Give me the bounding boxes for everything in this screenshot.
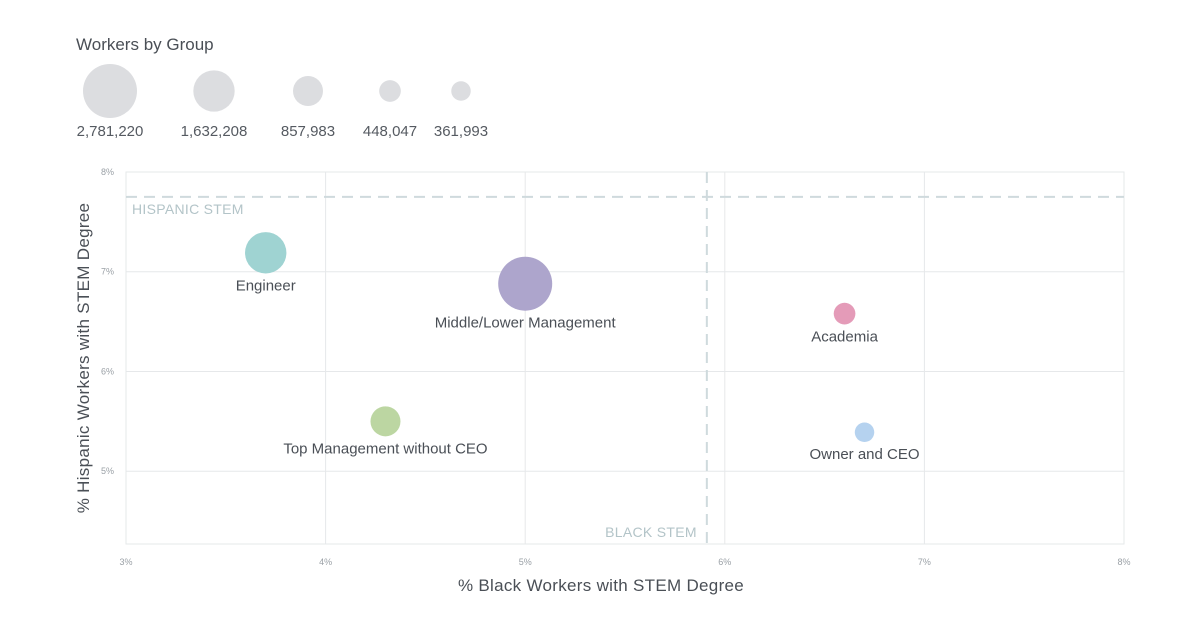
black-stem-label: BLACK STEM (605, 524, 697, 540)
size-legend: 2,781,220 1,632,208 857,983 448,047 361,993 (77, 64, 488, 140)
legend-value-label: 2,781,220 (77, 123, 144, 140)
legend-value-label: 1,632,208 (181, 123, 248, 140)
x-axis-title: % Black Workers with STEM Degree (458, 576, 744, 595)
plot-frame (125, 171, 1125, 545)
legend-bubble (379, 80, 401, 102)
x-tick-label: 6% (718, 557, 731, 567)
y-axis-title: % Hispanic Workers with STEM Degree (74, 203, 93, 514)
y-tick-label: 5% (101, 466, 114, 476)
y-tick-label: 8% (101, 167, 114, 177)
legend-bubble (451, 81, 471, 101)
hispanic-stem-label: HISPANIC STEM (132, 201, 244, 217)
legend-bubble (193, 70, 235, 112)
bubble-label: Top Management without CEO (283, 440, 487, 457)
legend-bubble (83, 64, 137, 118)
legend-value-label: 857,983 (281, 123, 335, 140)
bubble (370, 406, 401, 437)
x-tick-label: 5% (519, 557, 532, 567)
grid (125, 171, 1125, 545)
y-tick-label: 6% (101, 366, 114, 376)
bubble (245, 232, 287, 274)
reference-lines: HISPANIC STEM BLACK STEM (126, 172, 1124, 544)
bubble-label: Middle/Lower Management (435, 315, 617, 332)
size-legend-title: Workers by Group (76, 35, 214, 54)
tick-labels: 3% 4% 5% 6% 7% 8% 5% 6% 7% 8% (101, 167, 1131, 567)
bubble (498, 256, 553, 311)
bubble (833, 302, 856, 325)
legend-value-label: 448,047 (363, 123, 417, 140)
legend-bubble (293, 76, 323, 106)
legend-value-label: 361,993 (434, 123, 488, 140)
x-tick-label: 8% (1117, 557, 1130, 567)
bubble-label: Academia (811, 328, 878, 345)
bubble-label: Engineer (236, 277, 296, 294)
x-tick-label: 4% (319, 557, 332, 567)
x-tick-label: 7% (918, 557, 931, 567)
x-tick-label: 3% (119, 557, 132, 567)
bubble-label: Owner and CEO (809, 446, 919, 463)
y-tick-label: 7% (101, 267, 114, 277)
bubbles: Engineer Middle/Lower Management Academia T… (236, 232, 920, 463)
bubble (854, 422, 875, 443)
